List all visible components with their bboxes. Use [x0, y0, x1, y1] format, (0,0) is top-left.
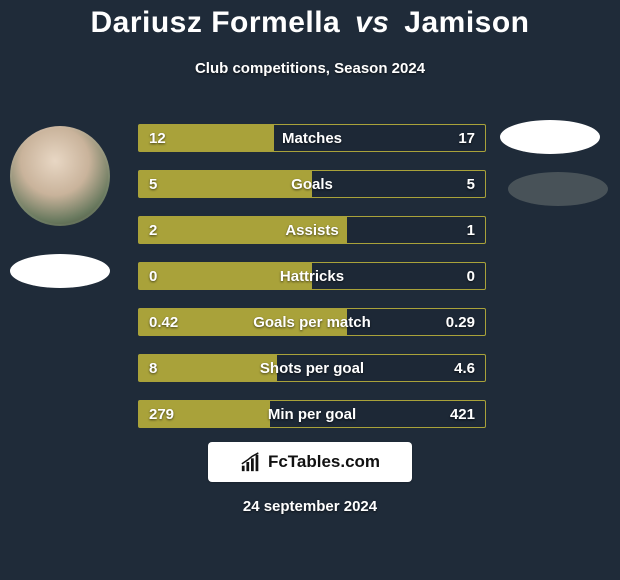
- player2-flag-icon-2: [508, 172, 608, 206]
- branding-text: FcTables.com: [268, 452, 380, 472]
- subtitle: Club competitions, Season 2024: [0, 60, 620, 77]
- bar-fill-left: [139, 401, 270, 427]
- stat-value-right: 17: [448, 125, 485, 151]
- bar-fill-left: [139, 309, 347, 335]
- stat-row: 1217Matches: [138, 124, 486, 152]
- stat-rows: 1217Matches 55Goals 21Assists 00Hattricks 0.…: [138, 124, 486, 446]
- player1-avatar: [10, 126, 110, 226]
- stat-value-right: 1: [457, 217, 485, 243]
- player2-flag-icon: [500, 120, 600, 154]
- branding-badge: FcTables.com: [208, 442, 412, 482]
- stat-row: 0.420.29Goals per match: [138, 308, 486, 336]
- comparison-card: Dariusz Formella vs Jamison Club competi…: [0, 0, 620, 580]
- page-title: Dariusz Formella vs Jamison: [0, 6, 620, 40]
- stat-row: 55Goals: [138, 170, 486, 198]
- stat-row: 84.6Shots per goal: [138, 354, 486, 382]
- stat-value-right: 0.29: [436, 309, 485, 335]
- date-label: 24 september 2024: [0, 498, 620, 515]
- player1-flag-icon: [10, 254, 110, 288]
- stat-value-right: 5: [457, 171, 485, 197]
- bar-fill-left: [139, 355, 277, 381]
- vs-label: vs: [355, 6, 389, 39]
- bar-fill-left: [139, 125, 274, 151]
- stat-row: 00Hattricks: [138, 262, 486, 290]
- stat-value-right: 421: [440, 401, 485, 427]
- fctables-logo-icon: [240, 451, 262, 473]
- bar-fill-left: [139, 263, 312, 289]
- bar-fill-left: [139, 171, 312, 197]
- bar-fill-left: [139, 217, 347, 243]
- stat-value-right: 4.6: [444, 355, 485, 381]
- player1-name: Dariusz Formella: [90, 6, 340, 39]
- stat-row: 21Assists: [138, 216, 486, 244]
- stat-value-right: 0: [457, 263, 485, 289]
- player2-name: Jamison: [404, 6, 529, 39]
- stat-row: 279421Min per goal: [138, 400, 486, 428]
